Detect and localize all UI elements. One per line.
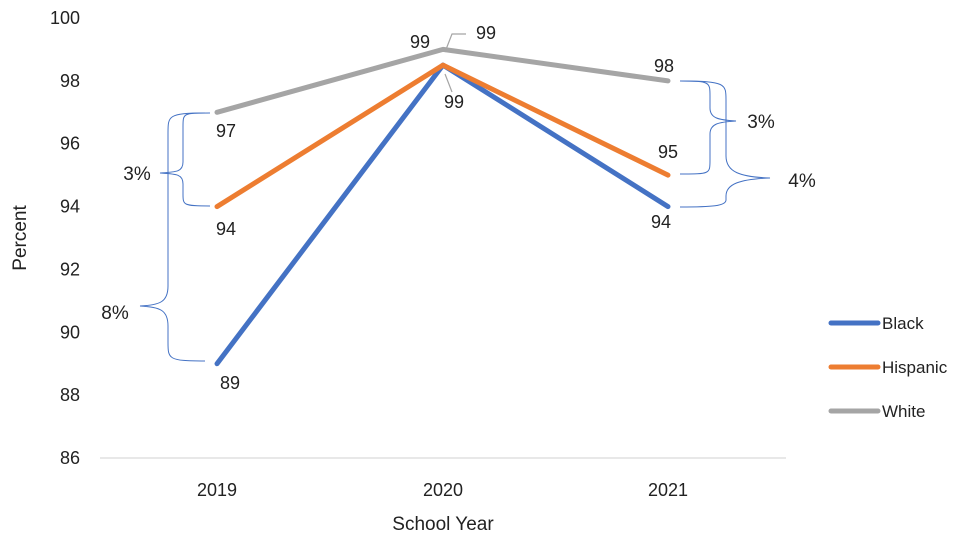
gap-label-2021-3pct: 3% xyxy=(747,112,775,133)
y-tick-label: 92 xyxy=(60,259,80,279)
x-tick-label: 2021 xyxy=(648,480,688,500)
series-lines xyxy=(214,46,671,367)
data-label-hispanic: 94 xyxy=(216,219,236,239)
series-line-black xyxy=(214,62,671,367)
y-tick-label: 98 xyxy=(60,71,80,91)
bracket-2019-8pct xyxy=(139,112,206,362)
gap-label-2021-4pct: 4% xyxy=(788,171,816,192)
x-axis-ticks: 2019 2020 2021 xyxy=(197,480,688,500)
leader-line xyxy=(444,33,466,53)
x-axis-title: School Year xyxy=(392,514,494,535)
y-axis-title: Percent xyxy=(10,205,31,271)
data-label-white: 99 xyxy=(410,32,430,52)
data-labels: 89 99 94 94 95 97 99 98 xyxy=(216,32,678,393)
data-label-white: 98 xyxy=(654,56,674,76)
y-tick-label: 88 xyxy=(60,385,80,405)
legend-label-white: White xyxy=(882,402,925,421)
gap-label-2019-3pct: 3% xyxy=(123,164,151,185)
gap-brackets xyxy=(139,80,771,362)
data-label-black: 99 xyxy=(444,92,464,112)
bracket-2021-4pct xyxy=(679,80,771,208)
series-line-hispanic xyxy=(214,62,671,210)
y-tick-label: 96 xyxy=(60,134,80,154)
data-label-black: 94 xyxy=(651,212,671,232)
legend-label-black: Black xyxy=(882,314,924,333)
y-tick-label: 100 xyxy=(50,8,80,28)
y-tick-label: 90 xyxy=(60,322,80,342)
series-line-white xyxy=(214,46,671,115)
gap-annotations: 99 3% 8% 3% 4% xyxy=(101,23,816,324)
legend-label-hispanic: Hispanic xyxy=(882,358,948,377)
bracket-2019-3pct xyxy=(159,112,211,207)
y-axis-ticks: 86 88 90 92 94 96 98 100 xyxy=(50,8,80,468)
x-tick-label: 2019 xyxy=(197,480,237,500)
data-label-hispanic: 95 xyxy=(658,142,678,162)
gap-label-2019-8pct: 8% xyxy=(101,303,129,324)
leader-label: 99 xyxy=(476,23,496,43)
x-tick-label: 2020 xyxy=(423,480,463,500)
bracket-2021-3pct xyxy=(679,80,737,175)
data-label-black: 89 xyxy=(220,373,240,393)
y-tick-label: 94 xyxy=(60,197,80,217)
data-label-white: 97 xyxy=(216,121,236,141)
y-tick-label: 86 xyxy=(60,448,80,468)
leader-line xyxy=(444,73,453,93)
legend: Black Hispanic White xyxy=(828,314,948,421)
